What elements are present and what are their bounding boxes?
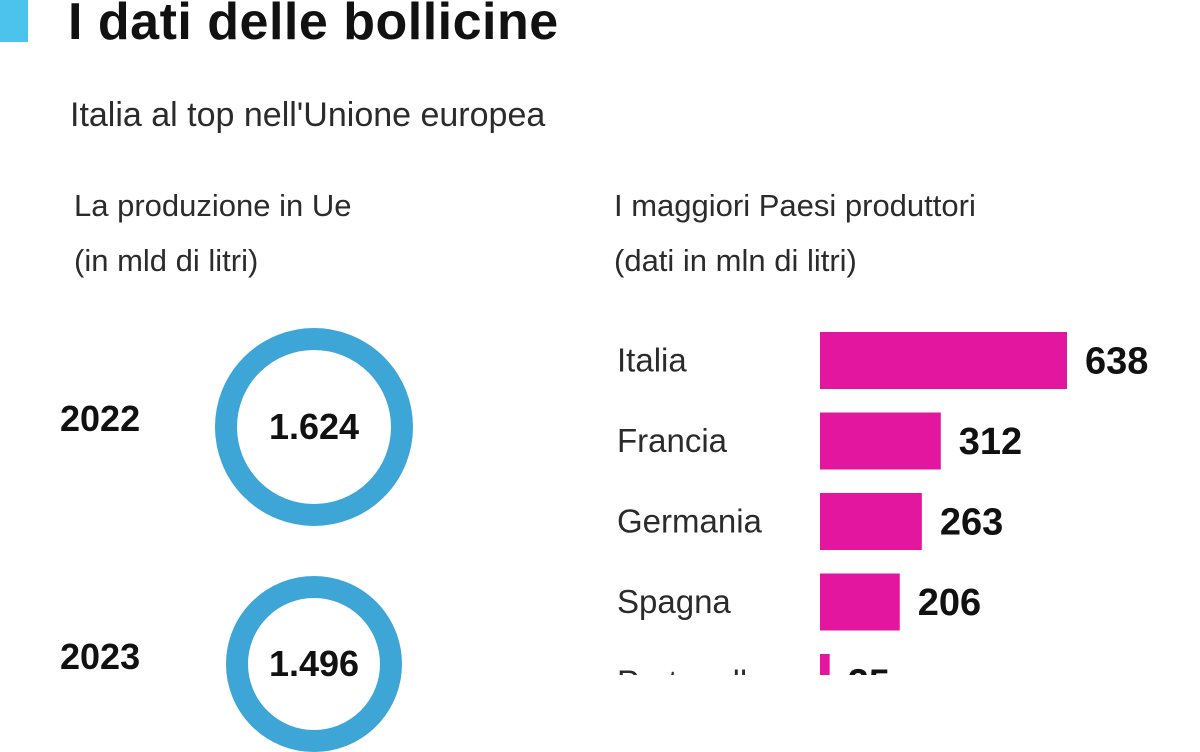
production-section-title: La produzione in Ue (in mld di litri) xyxy=(74,178,351,288)
bar-germania xyxy=(820,493,922,550)
value-label-germania: 263 xyxy=(940,502,1003,544)
bar-portogallo xyxy=(820,654,830,675)
donut-2023: 1.496 xyxy=(226,576,402,752)
bar-italia xyxy=(820,332,1067,389)
year-label-2022: 2022 xyxy=(60,398,141,439)
producers-bar-chart-svg: Italia 638 Francia 312 Germania 263 Spagna 206 P… xyxy=(617,332,1148,676)
producers-section-title: I maggiori Paesi produttori (dati in mln… xyxy=(614,178,976,288)
page-title: I dati delle bollicine xyxy=(68,0,559,51)
production-title-line1: La produzione in Ue xyxy=(74,188,352,223)
producers-title-line2: (dati in mln di litri) xyxy=(614,243,857,278)
category-label-italia: Italia xyxy=(617,342,687,379)
page-subtitle: Italia al top nell'Unione europea xyxy=(70,96,546,134)
donut-value-2022: 1.624 xyxy=(268,406,360,447)
bar-francia xyxy=(820,412,941,470)
production-title-line2: (in mld di litri) xyxy=(74,243,259,278)
category-label-germania: Germania xyxy=(617,503,763,540)
accent-bar xyxy=(0,0,28,42)
producers-title-line1: I maggiori Paesi produttori xyxy=(614,188,976,223)
donut-value-2023: 1.496 xyxy=(268,643,360,684)
category-label-spagna: Spagna xyxy=(617,583,731,620)
bar-spagna xyxy=(820,573,900,631)
category-label-francia: Francia xyxy=(617,422,728,459)
value-label-portogallo: 25 xyxy=(848,663,890,676)
value-label-italia: 638 xyxy=(1085,341,1148,383)
donut-2022: 1.624 xyxy=(215,328,413,526)
year-label-2023: 2023 xyxy=(60,636,141,677)
value-label-spagna: 206 xyxy=(918,582,981,624)
value-label-francia: 312 xyxy=(959,421,1022,463)
producers-bar-chart: Italia 638 Francia 312 Germania 263 Spagna 206 P… xyxy=(600,320,1200,675)
category-label-portogallo: Portogallo xyxy=(617,664,766,676)
